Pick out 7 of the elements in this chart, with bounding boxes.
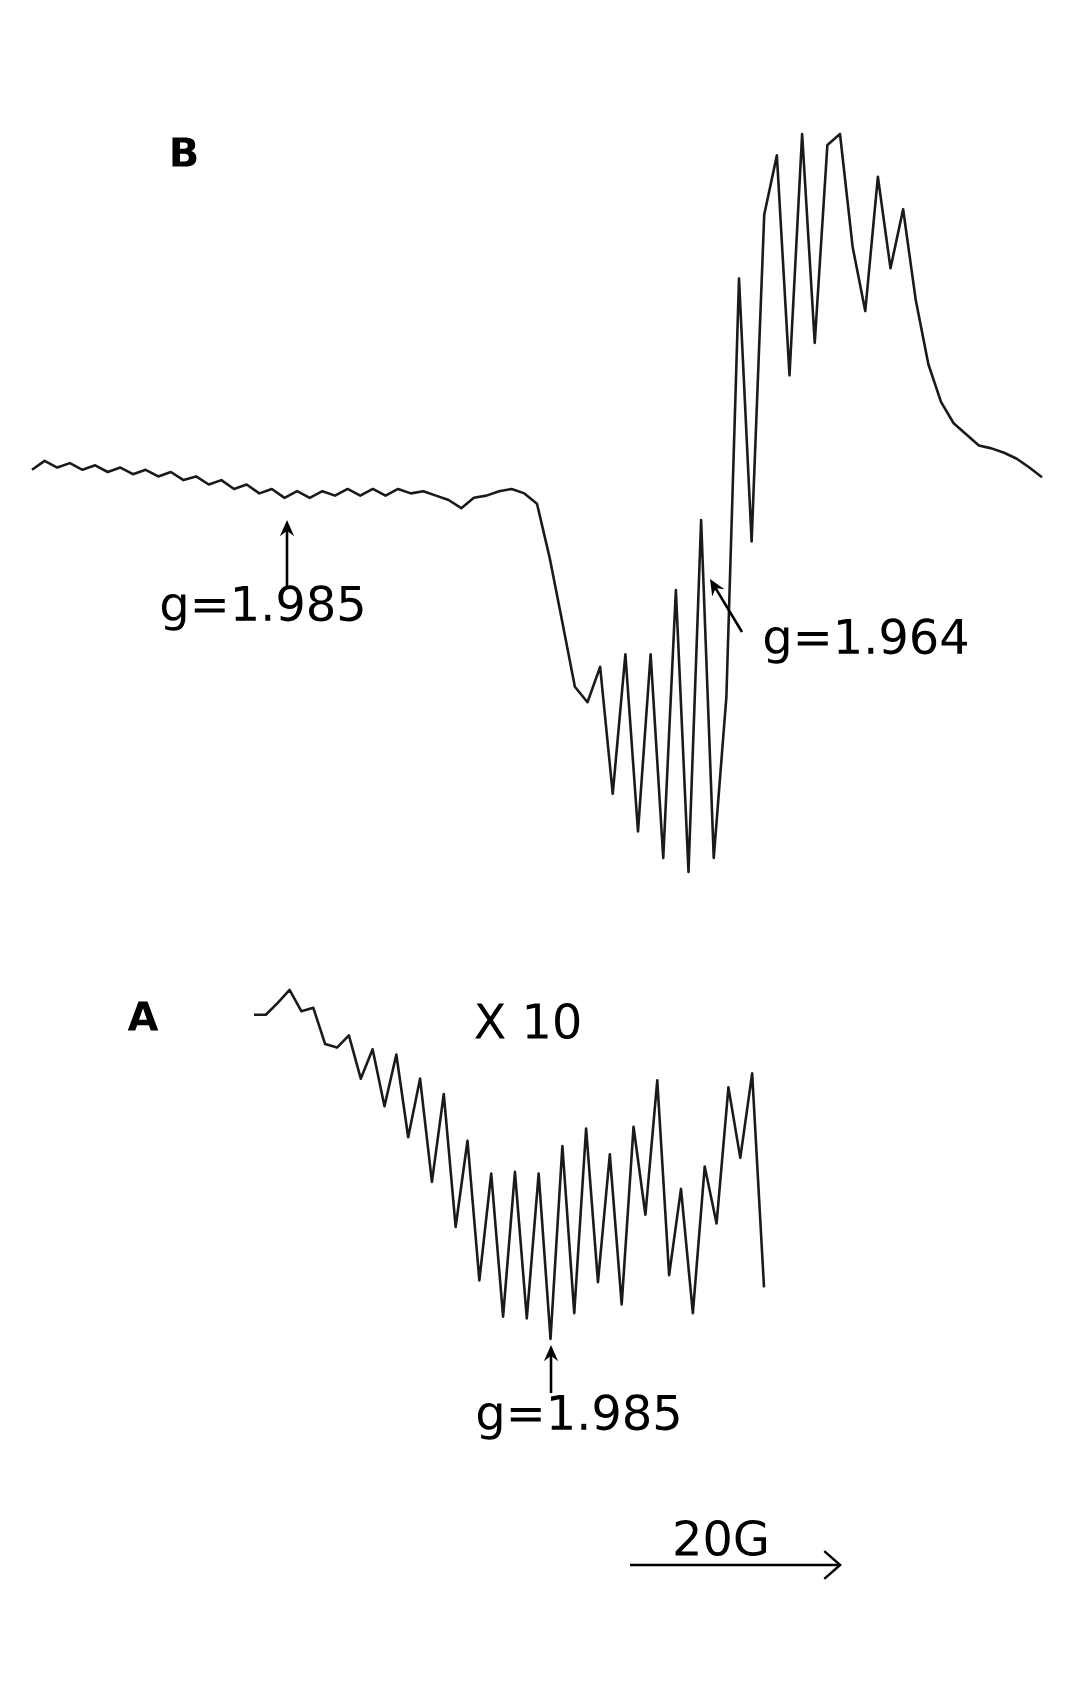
annotation: g=1.964 (764, 618, 967, 664)
text: 20G (675, 1519, 767, 1557)
annotation: X 10 (475, 1002, 580, 1040)
annotation: g=1.985 (161, 585, 363, 631)
chart-title: B (172, 137, 197, 167)
text: g=1.985 (477, 1394, 679, 1440)
chart-title: A (127, 1001, 159, 1031)
